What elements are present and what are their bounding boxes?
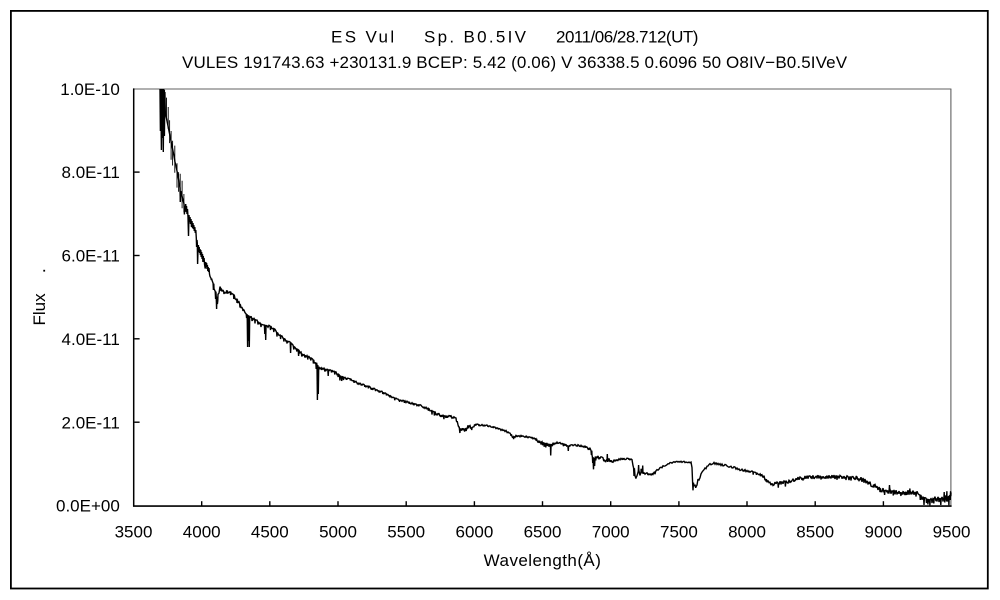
svg-text:8000: 8000 (728, 522, 766, 541)
svg-text:9500: 9500 (933, 522, 971, 541)
svg-text:Sp. B0.5IV: Sp. B0.5IV (424, 27, 528, 46)
svg-text:0.0E+00: 0.0E+00 (56, 497, 120, 516)
svg-text:7000: 7000 (592, 522, 630, 541)
svg-text:6000: 6000 (455, 522, 493, 541)
svg-text:2011/06/28.712(UT): 2011/06/28.712(UT) (556, 27, 698, 46)
svg-text:4.0E-11: 4.0E-11 (62, 330, 120, 349)
svg-text:VULES 191743.63 +230131.9 BCEP: VULES 191743.63 +230131.9 BCEP: 5.42 (0.… (182, 53, 848, 72)
svg-text:5500: 5500 (387, 522, 425, 541)
svg-text:ES Vul: ES Vul (331, 27, 396, 46)
svg-text:1.0E-10: 1.0E-10 (60, 80, 120, 99)
svg-text:2.0E-11: 2.0E-11 (62, 413, 120, 432)
svg-text:5000: 5000 (319, 522, 357, 541)
svg-text:4000: 4000 (183, 522, 221, 541)
svg-text:Wavelength(Å): Wavelength(Å) (484, 551, 602, 570)
svg-text:6500: 6500 (524, 522, 562, 541)
svg-text:6.0E-11: 6.0E-11 (62, 247, 120, 266)
svg-text:Flux: Flux (30, 293, 49, 326)
svg-text:9000: 9000 (864, 522, 902, 541)
svg-text:8.0E-11: 8.0E-11 (62, 163, 120, 182)
svg-text:8500: 8500 (796, 522, 834, 541)
svg-text:7500: 7500 (660, 522, 698, 541)
svg-text:3500: 3500 (115, 522, 153, 541)
svg-text:4500: 4500 (251, 522, 289, 541)
